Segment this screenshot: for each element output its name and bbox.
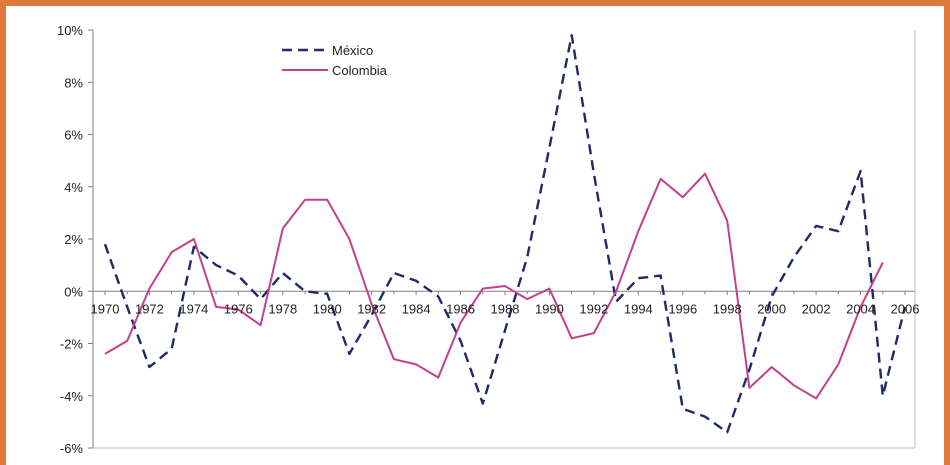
y-tick-label: 6%: [64, 128, 83, 143]
x-tick-label: 1970: [91, 301, 120, 316]
x-tick-label: 1972: [135, 301, 164, 316]
y-tick-label: 0%: [64, 284, 83, 299]
mexico-series-line: [103, 34, 907, 434]
x-tick-label: 1974: [179, 301, 208, 316]
legend-label-colombia: Colombia: [332, 63, 388, 78]
chart-panel: 1970 1972 1974 1976 1978 1980 1982 1984 1986 1988…: [10, 12, 940, 465]
x-tick-label: 1982: [357, 301, 386, 316]
x-tick-label: 1976: [224, 301, 253, 316]
y-tick-labels: -6% -4% -2% 0% 2% 4% 6% 8% 10%: [57, 23, 83, 456]
legend-label-mexico: México: [332, 43, 373, 58]
x-tick-label: 1986: [446, 301, 475, 316]
colombia-series-line: [104, 172, 884, 400]
x-tick-label: 2004: [846, 301, 875, 316]
x-tick-label: 1980: [313, 301, 342, 316]
frame-left-border: [0, 0, 6, 465]
legend: México Colombia: [282, 43, 388, 78]
x-tick-label: 1992: [579, 301, 608, 316]
x-tick-label: 2000: [757, 301, 786, 316]
y-tick-label: 8%: [64, 75, 83, 90]
x-tick-label: 2006: [891, 301, 920, 316]
x-tick-label: 1990: [535, 301, 564, 316]
x-tick-label: 2002: [802, 301, 831, 316]
x-tick-label: 1984: [402, 301, 431, 316]
y-tick-label: -4%: [60, 389, 84, 404]
x-tick-label: 1988: [491, 301, 520, 316]
x-tick-label: 1978: [268, 301, 297, 316]
line-chart: 1970 1972 1974 1976 1978 1980 1982 1984 1986 1988…: [57, 23, 920, 456]
y-tick-label: -6%: [60, 441, 84, 456]
x-tick-label: 1994: [624, 301, 653, 316]
series-layer: [103, 34, 907, 434]
axes: [88, 29, 916, 449]
y-tick-label: 2%: [64, 232, 83, 247]
y-tick-label: -2%: [60, 337, 84, 352]
x-tick-label: 1996: [668, 301, 697, 316]
frame-top-border: [0, 0, 950, 6]
y-tick-label: 4%: [64, 180, 83, 195]
y-tick-label: 10%: [57, 23, 83, 38]
x-tick-label: 1998: [713, 301, 742, 316]
frame-right-border: [944, 0, 950, 465]
x-tick-labels: 1970 1972 1974 1976 1978 1980 1982 1984 1986 1988…: [91, 301, 920, 316]
